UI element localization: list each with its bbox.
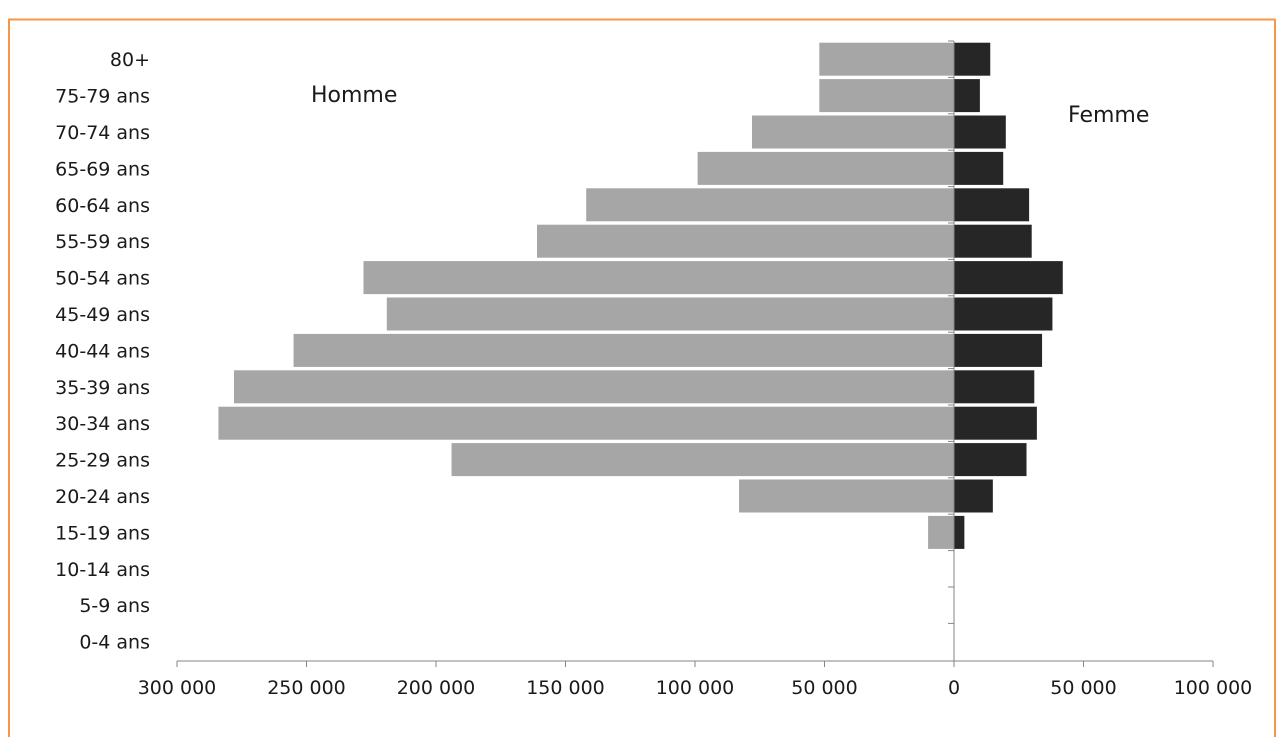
bar-femme-5 (954, 224, 1032, 258)
x-tick-label: 150 000 (526, 677, 605, 699)
bar-homme-2 (751, 115, 954, 149)
bar-femme-7 (954, 297, 1053, 331)
bar-femme-13 (954, 515, 965, 549)
x-tick-label: 50 000 (791, 677, 857, 699)
y-tick-label: 5-9 ans (79, 595, 150, 617)
x-tick-label: 100 000 (656, 677, 735, 699)
bar-femme-9 (954, 370, 1035, 404)
bar-homme-6 (363, 261, 955, 295)
y-tick-label: 0-4 ans (79, 632, 150, 654)
bar-femme-3 (954, 151, 1004, 185)
x-tick-label: 100 000 (1174, 677, 1253, 699)
y-tick-label: 35-39 ans (55, 377, 150, 399)
y-tick-label: 55-59 ans (55, 231, 150, 253)
y-tick-label: 75-79 ans (55, 86, 150, 108)
bar-homme-3 (697, 151, 954, 185)
bar-homme-9 (233, 370, 955, 404)
bar-homme-12 (739, 479, 954, 513)
x-tick-label: 300 000 (138, 677, 217, 699)
bar-femme-10 (954, 406, 1037, 440)
y-tick-label: 65-69 ans (55, 158, 150, 180)
y-tick-label: 15-19 ans (55, 522, 150, 544)
y-tick-label: 10-14 ans (55, 559, 150, 581)
bar-homme-11 (451, 443, 954, 477)
bar-homme-8 (293, 333, 954, 367)
bar-femme-11 (954, 443, 1027, 477)
y-tick-label: 30-34 ans (55, 413, 150, 435)
y-tick-label: 80+ (110, 49, 150, 71)
bar-homme-7 (386, 297, 954, 331)
bar-homme-4 (586, 188, 954, 222)
labels-layer: 80+ 75-79 ans 70-74 ans 65-69 ans 60-64 ans 5… (55, 49, 1252, 699)
x-tick-label: 50 000 (1050, 677, 1116, 699)
x-tick-label: 0 (948, 677, 960, 699)
bar-femme-8 (954, 333, 1043, 367)
bar-homme-1 (819, 79, 954, 113)
bar-femme-6 (954, 261, 1063, 295)
bar-homme-5 (537, 224, 954, 258)
x-tick-label: 250 000 (267, 677, 346, 699)
axes-layer (176, 40, 1214, 667)
y-tick-label: 50-54 ans (55, 268, 150, 290)
bar-femme-4 (954, 188, 1030, 222)
series-label-femme: Femme (1068, 103, 1149, 128)
bar-femme-1 (954, 79, 980, 113)
y-tick-label: 70-74 ans (55, 122, 150, 144)
bar-femme-2 (954, 115, 1006, 149)
y-tick-label: 25-29 ans (55, 450, 150, 472)
y-tick-label: 60-64 ans (55, 195, 150, 217)
bar-femme-12 (954, 479, 993, 513)
bar-homme-13 (928, 515, 954, 549)
x-tick-label: 200 000 (397, 677, 476, 699)
bar-homme-0 (819, 42, 954, 76)
y-tick-label: 40-44 ans (55, 340, 150, 362)
bar-femme-0 (954, 42, 991, 76)
bar-homme-10 (218, 406, 954, 440)
bars-layer (218, 42, 1063, 549)
series-label-homme: Homme (311, 83, 397, 108)
y-tick-label: 20-24 ans (55, 486, 150, 508)
y-tick-label: 45-49 ans (55, 304, 150, 326)
